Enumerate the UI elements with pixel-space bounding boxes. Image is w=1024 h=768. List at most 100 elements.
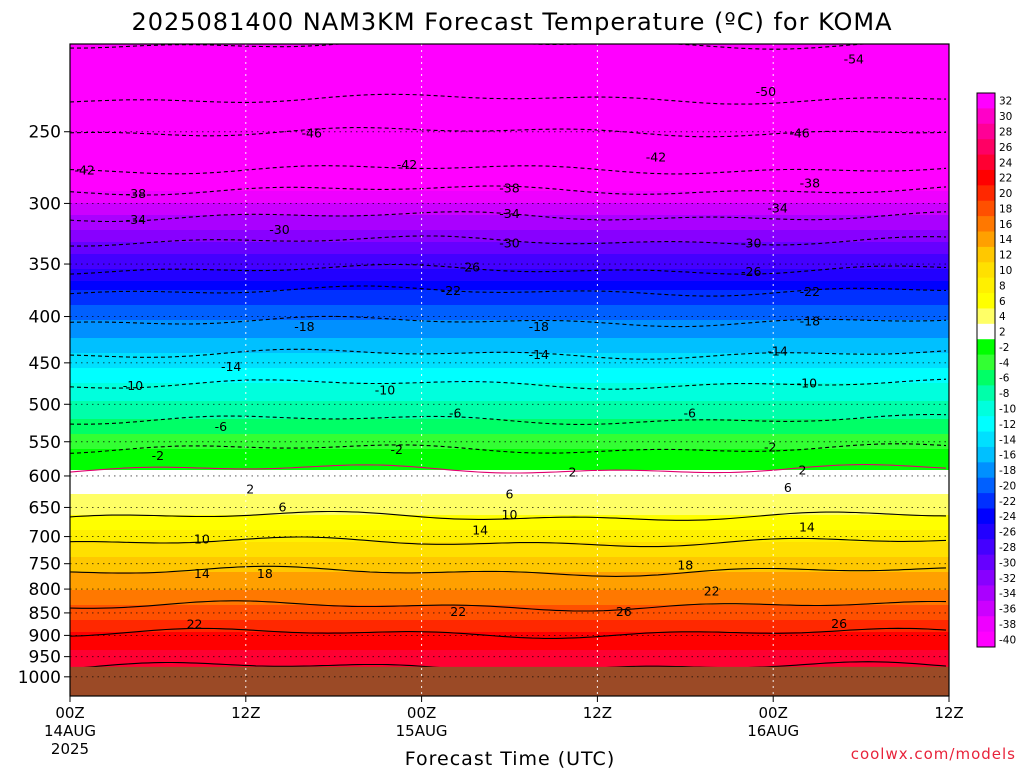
temperature-band: [70, 176, 949, 180]
temperature-band: [70, 482, 949, 486]
temperature-band: [70, 611, 949, 615]
temperature-band: [70, 212, 949, 216]
temperature-band: [70, 383, 949, 387]
credit-text: coolwx.com/models: [851, 745, 1016, 763]
colorbar-label: 12: [999, 250, 1012, 262]
contour-label: 6: [784, 480, 792, 495]
temperature-band: [70, 410, 949, 414]
colorbar-label: 4: [999, 311, 1006, 323]
isotherm-line: [70, 44, 872, 50]
temperature-band: [70, 86, 949, 90]
colorbar-label: -24: [999, 511, 1016, 523]
temperature-band: [70, 68, 949, 72]
temperature-band: [70, 146, 949, 150]
isotherm-line: [70, 348, 947, 360]
colorbar-swatch: [977, 216, 995, 232]
temperature-band: [70, 209, 949, 213]
contour-label: 26: [831, 616, 847, 631]
y-tick-label: 900: [29, 626, 61, 646]
colorbar-label: 24: [999, 157, 1013, 169]
x-tick-label: 00Z: [407, 704, 436, 722]
temperature-band: [70, 497, 949, 501]
contour-label: -10: [123, 378, 143, 393]
temperature-band: [70, 494, 949, 498]
temperature-band: [70, 470, 949, 474]
contour-label: -42: [74, 163, 94, 178]
temperature-band: [70, 629, 949, 633]
temperature-band: [70, 98, 949, 102]
temperature-band: [70, 485, 949, 489]
temperature-band: [70, 80, 949, 84]
temperature-band: [70, 56, 949, 60]
temperature-band: [70, 449, 949, 453]
colorbar-swatch: [977, 570, 995, 586]
isotherm-line: [70, 165, 947, 175]
temperature-band: [70, 107, 949, 111]
temperature-band: [70, 479, 949, 483]
colorbar-label: 6: [999, 296, 1006, 308]
temperature-band: [70, 230, 949, 234]
temperature-band: [70, 428, 949, 432]
isotherm-line: [70, 378, 947, 390]
temperature-band: [70, 158, 949, 162]
contour-label: 6: [506, 487, 514, 502]
temperature-band: [70, 572, 949, 576]
contour-label: 2: [799, 463, 807, 478]
colorbar-swatch: [977, 616, 995, 633]
y-tick-label: 700: [29, 528, 61, 548]
contour-label: -38: [800, 175, 820, 190]
below-ground-fill: [70, 666, 949, 696]
colorbar-swatch: [977, 339, 995, 356]
temperature-band: [70, 263, 949, 267]
colorbar-swatch: [977, 154, 995, 171]
contour-label: -6: [215, 419, 228, 434]
temperature-band: [70, 425, 949, 429]
temperature-band: [70, 227, 949, 231]
contour-label: 26: [616, 604, 632, 619]
temperature-band: [70, 623, 949, 627]
temperature-band: [70, 575, 949, 579]
colorbar-label: 22: [999, 173, 1012, 185]
y-tick-label: 800: [29, 580, 61, 600]
temperature-band: [70, 476, 949, 480]
temperature-band: [70, 164, 949, 168]
temperature-band: [70, 149, 949, 153]
colorbar-swatch: [977, 477, 995, 494]
temperature-band: [70, 197, 949, 201]
temperature-band: [70, 62, 949, 66]
temperature-band: [70, 332, 949, 336]
colorbar-label: 2: [999, 327, 1006, 339]
isotherm-line: [70, 211, 947, 223]
temperature-band: [70, 566, 949, 570]
temperature-band: [70, 626, 949, 630]
colorbar-swatch: [977, 446, 995, 463]
contour-label: 22: [187, 616, 203, 631]
colorbar-label: -2: [999, 342, 1009, 354]
contour-label: -14: [767, 343, 787, 358]
temperature-band: [70, 311, 949, 315]
contour-label: -22: [800, 284, 820, 299]
colorbar-label: -38: [999, 619, 1016, 631]
contour-label: -46: [789, 125, 809, 140]
temperature-band: [70, 608, 949, 612]
contour-label: 2: [246, 481, 254, 496]
y-tick-label: 450: [29, 354, 61, 374]
contour-label: -34: [767, 201, 787, 216]
temperature-band: [70, 473, 949, 477]
temperature-band: [70, 272, 949, 276]
temperature-band: [70, 233, 949, 237]
temperature-band: [70, 557, 949, 561]
temperature-band: [70, 467, 949, 471]
temperature-band: [70, 401, 949, 405]
colorbar-border: [976, 92, 996, 648]
colorbar-label: -12: [999, 419, 1016, 431]
temperature-band: [70, 386, 949, 390]
temperature-band: [70, 662, 949, 666]
colorbar-label: -8: [999, 388, 1009, 400]
grid-lines: [70, 44, 949, 696]
temperature-band: [70, 308, 949, 312]
temperature-band: [70, 368, 949, 372]
colorbar-swatch: [977, 370, 995, 386]
temperature-band: [70, 221, 949, 225]
temperature-band: [70, 464, 949, 468]
